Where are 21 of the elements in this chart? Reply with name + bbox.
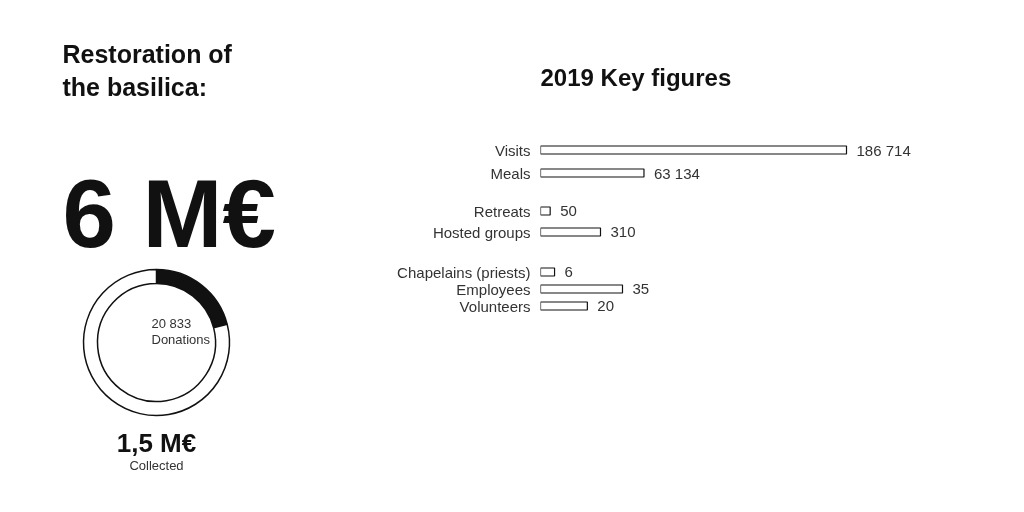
text: 20 833 [151, 316, 192, 331]
y-tick-label: Visits [494, 141, 531, 159]
data-label: 35 [632, 280, 650, 297]
y-tick-label: Employees [456, 280, 531, 298]
data-label: 63 134 [653, 164, 700, 182]
y-tick-label: Volunteers [459, 297, 531, 315]
y-tick-label: Meals [490, 164, 531, 182]
data-label: 6 [564, 263, 573, 280]
y-tick-label: Retreats [473, 202, 531, 220]
text: Collected [129, 458, 184, 473]
text: 6 M€ [62, 160, 276, 267]
y-tick-label: Hosted groups [432, 223, 531, 241]
data-label: 20 [597, 297, 615, 314]
y-tick-label: Chapelains (priests) [397, 263, 531, 281]
data-label: 50 [560, 202, 577, 219]
chart-title: Restoration of the basilica: [62, 39, 233, 102]
chart-title: 2019 Key figures [540, 63, 732, 91]
data-label: 186 714 [856, 141, 911, 159]
text: 1,5 M€ [116, 427, 197, 458]
text: Donations [151, 332, 211, 347]
data-label: 310 [610, 223, 636, 240]
